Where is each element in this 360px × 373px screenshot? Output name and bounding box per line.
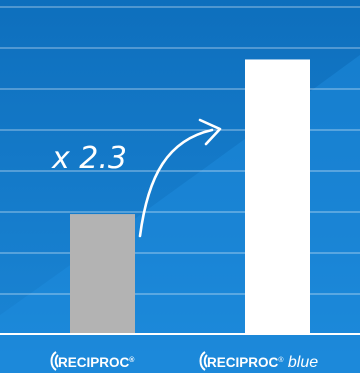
category-label-text: RECIPROC® blue (207, 354, 318, 371)
category-label-reciproc-blue: RECIPROC® blue (199, 351, 318, 371)
reciproc-blue-logo-icon (199, 351, 208, 371)
blue-suffix: blue (283, 354, 318, 371)
category-label-reciproc: RECIPROC® (50, 351, 135, 371)
reciproc-logo-icon (50, 351, 59, 371)
annotation-multiplier: x 2.3 (51, 141, 127, 176)
bars (70, 59, 310, 333)
registered-mark: ® (129, 356, 135, 364)
bar-reciproc-blue (245, 59, 310, 333)
annotation-arrow (138, 128, 214, 238)
registered-mark: ® (278, 356, 284, 364)
annotation-arrowhead (198, 118, 222, 146)
category-label-text: RECIPROC® (58, 355, 135, 370)
bar-reciproc (70, 214, 135, 333)
